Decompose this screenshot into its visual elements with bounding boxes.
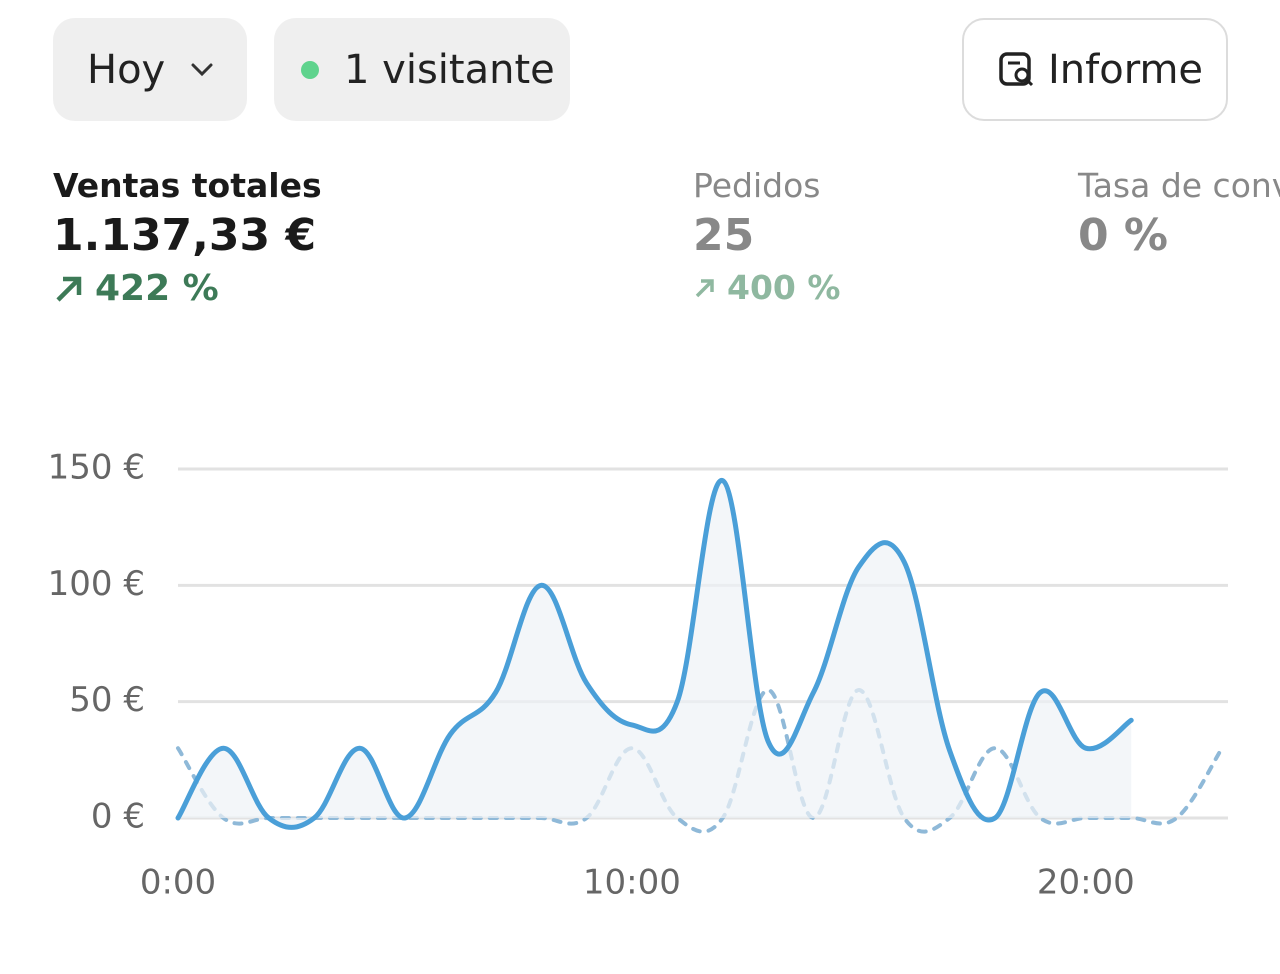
metric-orders[interactable]: Pedidos 25 400 % xyxy=(693,166,840,307)
visitors-label: 1 visitante xyxy=(344,46,555,93)
metric-change-row: 400 % xyxy=(693,268,840,307)
y-tick-label: 0 € xyxy=(91,797,145,837)
metric-label: Pedidos xyxy=(693,166,821,205)
y-tick-label: 50 € xyxy=(69,680,145,720)
metric-value: 1.137,33 € xyxy=(53,210,317,261)
metric-value: 25 xyxy=(693,210,755,261)
metric-change-row: 422 % xyxy=(53,268,322,309)
metric-label: Ventas totales xyxy=(53,166,322,205)
series-area xyxy=(178,480,1132,828)
report-button[interactable]: Informe xyxy=(962,18,1228,121)
period-button[interactable]: Hoy xyxy=(53,18,247,121)
metric-conversion[interactable]: Tasa de conversión 0 % xyxy=(1078,166,1280,268)
x-tick-label: 20:00 xyxy=(1037,863,1135,903)
series-line xyxy=(176,688,1224,834)
y-tick-label: 150 € xyxy=(48,448,145,488)
up-arrow xyxy=(56,276,82,302)
metric-change: 400 % xyxy=(727,268,841,307)
metric-label: Tasa de conversión xyxy=(1078,166,1280,205)
metric-value: 0 % xyxy=(1078,210,1169,261)
live-dot xyxy=(301,60,319,79)
metric-change: 422 % xyxy=(95,268,219,309)
x-tick-label: 10:00 xyxy=(583,863,681,903)
metric-sales[interactable]: Ventas totales 1.137,33 € 422 % xyxy=(53,166,322,309)
report-icon xyxy=(999,51,1034,86)
period-label: Hoy xyxy=(87,46,166,93)
up-arrow xyxy=(695,278,714,297)
chevron-icon xyxy=(191,63,213,76)
series-line xyxy=(175,478,1134,830)
x-tick-label: 0:00 xyxy=(140,863,216,903)
report-label: Informe xyxy=(1048,46,1204,93)
y-tick-label: 100 € xyxy=(48,564,145,604)
visitors-button[interactable]: 1 visitante xyxy=(274,18,570,121)
